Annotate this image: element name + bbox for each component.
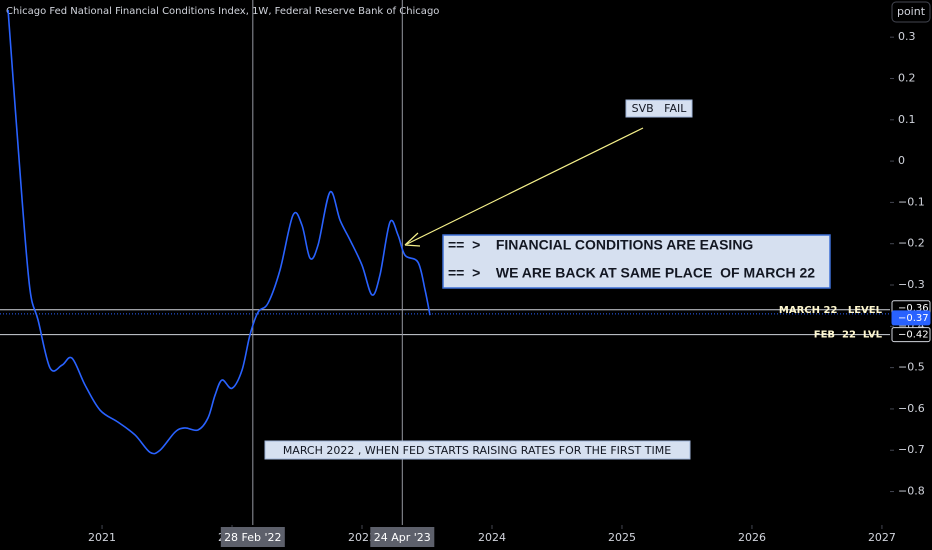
date-badge [370,527,435,547]
y-tick-label: −0.3 [898,278,925,291]
annotation-text: == > FINANCIAL CONDITIONS ARE EASING [448,237,753,253]
y-tick-label: 0.3 [898,30,916,43]
y-tick-label: −0.1 [898,195,925,208]
point-button-label[interactable]: point [897,5,926,18]
y-tick-label: −0.2 [898,237,925,250]
x-tick-label: 2027 [868,531,896,544]
arrow [406,127,644,245]
annotation-box [264,440,691,460]
y-tick-label: 0 [898,154,905,167]
annotation-box [625,99,693,118]
chart-title: Chicago Fed National Financial Condition… [6,6,439,17]
point-button[interactable] [891,1,931,23]
date-badge-label: 28 Feb '22 [224,531,282,544]
price-badge-label: −0.42 [898,330,929,341]
price-badge-label: −0.37 [898,313,929,324]
annotation-text: SVB FAIL [632,102,688,115]
date-badge-label: 24 Apr '23 [374,531,431,544]
y-tick-label: −0.5 [898,361,925,374]
x-tick-label: 2024 [478,531,506,544]
price-badge [891,310,931,326]
y-tick-label: −0.6 [898,402,925,415]
x-tick-label: 2025 [608,531,636,544]
date-badge [220,527,285,547]
price-badge-label: −0.36 [898,303,929,314]
overlay: 0.30.20.10−0.1−0.2−0.3−0.4−0.5−0.6−0.7−0… [88,30,931,547]
plot-area [0,0,890,525]
annotation-box [442,234,831,289]
y-tick-label: −0.8 [898,485,925,498]
series-line [7,9,431,455]
x-tick-label: 2026 [738,531,766,544]
y-tick-label: 0.1 [898,113,916,126]
y-tick-label: −0.7 [898,443,925,456]
annotation-text: MARCH 2022 , WHEN FED STARTS RAISING RAT… [283,444,671,457]
price-badge [891,327,931,343]
annotation-text: == > WE ARE BACK AT SAME PLACE OF MARCH … [448,265,815,281]
y-tick-label: 0.2 [898,71,916,84]
reference-line-label: FEB 22 LVL [814,330,883,341]
reference-line-label: MARCH 22 LEVEL [779,305,883,316]
x-tick-label: 2021 [88,531,116,544]
arrow-head [404,232,421,247]
x-tick-label: 2023 [348,531,376,544]
